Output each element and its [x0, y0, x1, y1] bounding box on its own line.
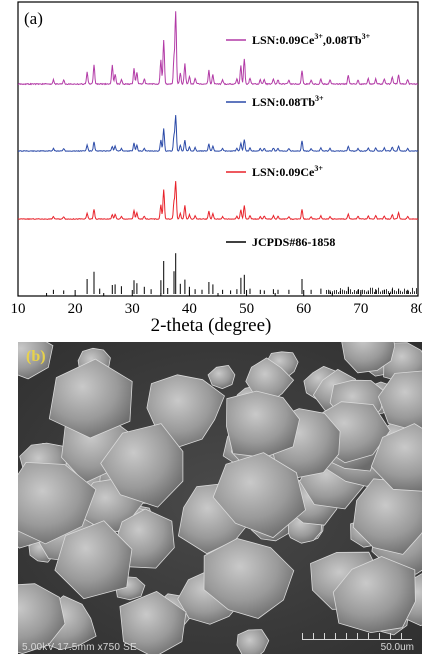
sem-particle	[100, 423, 184, 508]
legend-label: LSN:0.08Tb3+	[252, 94, 324, 109]
sem-particle	[212, 452, 306, 539]
legend-entry-1: LSN:0.09Ce3+	[226, 164, 323, 179]
panel-label-b: (b)	[26, 348, 46, 365]
series-line	[17, 115, 419, 152]
sem-particle	[207, 364, 236, 389]
sem-particle	[332, 556, 416, 634]
sem-particle	[18, 583, 66, 654]
sem-particle	[352, 478, 422, 555]
x-axis-label: 2-theta (degree)	[151, 315, 272, 336]
xrd-chart: (a) 10 20 30 40 50 60 70 80 JCPDS#86-1858 LSN:0.…	[11, 1, 422, 336]
sem-particle	[54, 520, 133, 600]
series-layer	[17, 11, 419, 294]
legend-entry-2: LSN:0.08Tb3+	[226, 94, 324, 109]
x-tick-label: 60	[296, 301, 311, 317]
sem-particle	[119, 590, 187, 654]
sem-particle	[370, 423, 422, 492]
panel-label-a: (a)	[24, 9, 43, 28]
x-axis-ticks: 10 20 30 40 50 60 70 80	[11, 290, 422, 317]
series-2	[17, 115, 419, 152]
scale-bar-label: 50.0um	[380, 642, 414, 653]
x-tick-label: 50	[239, 301, 254, 317]
legend-entry-0: JCPDS#86-1858	[226, 235, 335, 249]
legend-label: JCPDS#86-1858	[252, 235, 335, 249]
legend: JCPDS#86-1858 LSN:0.09Ce3+ LSN:0.08Tb3+ LSN…	[226, 32, 371, 249]
x-tick-label: 20	[68, 301, 83, 317]
sem-particle	[377, 370, 422, 432]
sem-particle	[18, 462, 97, 545]
sem-particle	[203, 538, 295, 619]
sem-particle	[341, 342, 396, 374]
x-tick-label: 70	[353, 301, 368, 317]
sem-particle	[48, 358, 133, 439]
series-line	[17, 11, 418, 86]
sem-particle	[236, 629, 270, 654]
x-tick-label: 80	[411, 301, 422, 317]
sem-particle	[18, 342, 54, 380]
x-tick-label: 10	[11, 301, 26, 317]
series-0	[52, 253, 418, 294]
sem-info-text: 5.00kV 17.5mm x750 SE	[22, 642, 137, 653]
legend-entry-3: LSN:0.09Ce3+,0.08Tb3+	[226, 32, 371, 47]
legend-label: LSN:0.09Ce3+	[252, 164, 323, 179]
series-line	[17, 181, 419, 220]
x-tick-label: 30	[125, 301, 140, 317]
sem-micrograph: (b) 5.00kV 17.5mm x750 SE 50.0um	[18, 342, 422, 654]
legend-label: LSN:0.09Ce3+,0.08Tb3+	[252, 32, 371, 47]
scale-bar	[302, 633, 412, 640]
series-3	[17, 11, 418, 86]
sem-particle	[226, 390, 300, 458]
x-tick-label: 40	[182, 301, 197, 317]
series-1	[17, 181, 419, 220]
sem-particles-image	[18, 342, 422, 654]
